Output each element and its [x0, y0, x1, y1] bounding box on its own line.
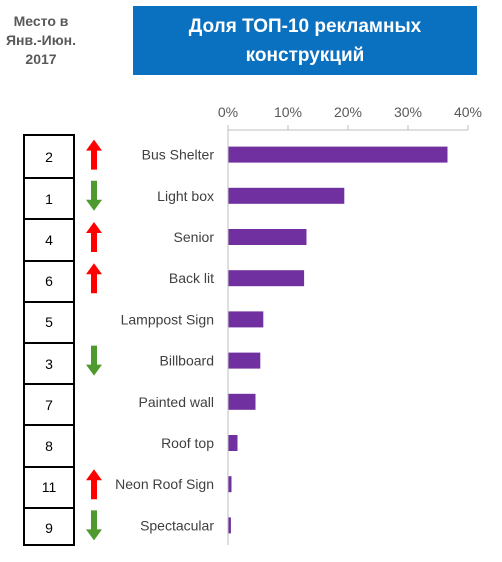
rank-header-line-1: Место в	[13, 13, 69, 29]
bar	[228, 393, 256, 410]
down-arrow-icon	[86, 345, 102, 376]
bar	[228, 476, 232, 493]
x-tick-label: 10%	[274, 104, 302, 120]
bar	[228, 352, 261, 369]
up-arrow-icon	[86, 222, 102, 252]
bar	[228, 270, 305, 287]
rank-column-header: Место в Янв.-Июн. 2017	[0, 12, 82, 69]
category-label: Billboard	[160, 353, 214, 369]
category-label: Senior	[174, 229, 215, 245]
rank-cell: 9	[25, 506, 73, 548]
x-tick-label: 20%	[334, 104, 362, 120]
down-arrow-icon	[86, 180, 102, 211]
chart-title: Доля ТОП-10 рекламных конструкций	[133, 6, 477, 75]
rank-table: 2 1 4 6 5 3 7 8 11 9	[23, 134, 75, 546]
category-label: Roof top	[161, 435, 214, 451]
category-label: Lamppost Sign	[121, 311, 214, 327]
rank-cell: 7	[25, 383, 73, 424]
rank-cell: 6	[25, 259, 73, 301]
rank-cell: 3	[25, 342, 73, 383]
category-label: Neon Roof Sign	[115, 476, 214, 492]
category-label: Back lit	[169, 270, 214, 286]
category-label: Painted wall	[139, 394, 215, 410]
rank-cell: 11	[25, 465, 73, 507]
bar	[228, 229, 307, 245]
rank-header-line-3: 2017	[25, 51, 57, 67]
rank-header-line-2: Янв.-Июн.	[5, 32, 77, 48]
category-label: Bus Shelter	[142, 147, 215, 163]
up-arrow-icon	[86, 139, 102, 170]
bar	[228, 311, 264, 328]
x-tick-label: 40%	[454, 104, 482, 120]
category-label: Spectacular	[140, 517, 214, 533]
up-arrow-icon	[86, 469, 102, 500]
rank-cell: 1	[25, 177, 73, 218]
bar	[228, 187, 345, 204]
rank-cell: 5	[25, 300, 73, 342]
rank-cell: 2	[45, 148, 53, 165]
bar	[228, 435, 238, 451]
up-arrow-icon	[86, 263, 102, 294]
rank-cell: 4	[25, 218, 73, 259]
down-arrow-icon	[86, 510, 102, 541]
x-tick-label: 30%	[394, 104, 422, 120]
category-label: Light box	[157, 188, 214, 204]
rank-cell: 8	[25, 424, 73, 465]
bar	[228, 146, 448, 163]
bar	[228, 517, 231, 534]
x-tick-label: 0%	[218, 104, 238, 120]
